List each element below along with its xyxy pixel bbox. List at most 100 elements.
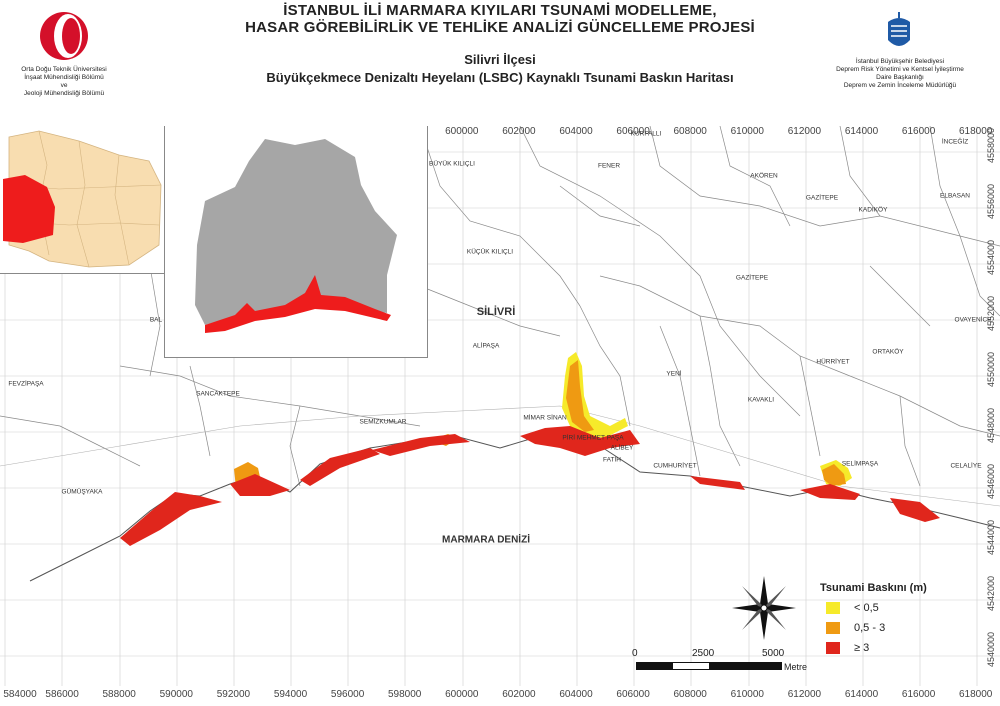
x-tick-top-label: 618000: [959, 126, 993, 137]
legend-label-mid: 0,5 - 3: [854, 622, 886, 634]
map-frame[interactable]: 600000 602000 604000 606000 608000 610000 6120…: [0, 126, 1000, 686]
map-canvas: [0, 126, 1000, 686]
right-org-logo: [882, 10, 916, 54]
left-org-line1: Orta Doğu Teknik Üniversitesi: [21, 66, 107, 73]
inset-silivri-map: [164, 126, 428, 358]
inundation-high: [120, 426, 940, 546]
right-org-line4: Deprem ve Zemin İnceleme Müdürlüğü: [843, 82, 957, 89]
place-celaliye: CELALİYE: [950, 462, 982, 470]
scale-unit: Metre: [784, 662, 808, 672]
x-tick-bottom-label: 596000: [330, 689, 365, 700]
right-org-line1: İstanbul Büyükşehir Belediyesi: [855, 58, 945, 65]
place-fatih: FATİH: [603, 456, 621, 464]
x-tick-bottom-label: 586000: [45, 689, 79, 700]
left-org-logo: [38, 10, 90, 62]
x-tick-bottom-label: 604000: [559, 689, 593, 700]
place-yeni: YENİ: [666, 370, 682, 378]
x-tick-bottom-label: 616000: [901, 689, 936, 700]
place-marmara-denizi: MARMARA DENİZİ: [442, 534, 530, 546]
y-tick-label: 4548000: [986, 408, 996, 444]
x-tick-bottom-label: 600000: [445, 689, 479, 700]
x-tick-bottom-label: 588000: [102, 689, 136, 700]
right-org-line2: Deprem Risk Yönetimi ve Kentsel İyileşti…: [836, 66, 964, 73]
x-tick-top-label: 604000: [559, 126, 593, 137]
legend: Tsunami Baskını (m) < 0,5 0,5 - 3 ≥ 3: [820, 582, 970, 672]
x-tick-bottom-label: 590000: [159, 689, 193, 700]
place-kadikoy: KADIKÖY: [858, 206, 888, 214]
roads: [0, 405, 1000, 507]
y-tick-label: 4552000: [986, 296, 996, 332]
x-tick-bottom-label: 602000: [502, 689, 536, 700]
legend-label-high: ≥ 3: [854, 642, 870, 654]
scale-bar: 0 2500 5000 Metre: [630, 646, 810, 676]
place-alipasa: ALİPAŞA: [472, 342, 500, 350]
place-kucuk-kilicli: KÜÇÜK KILIÇLI: [466, 248, 514, 256]
x-tick-top-label: 600000: [445, 126, 479, 137]
legend-title: Tsunami Baskını (m): [820, 582, 927, 594]
title-line1: İSTANBUL İLİ MARMARA KIYILARI TSUNAMİ MO…: [283, 2, 717, 19]
place-alibey: ALİBEY: [610, 444, 634, 452]
left-org-line4: Jeoloji Mühendisliği Bölümü: [23, 90, 105, 97]
legend-label-low: < 0,5: [854, 602, 879, 614]
place-silivri: SİLİVRİ: [476, 306, 516, 318]
legend-swatch-high: [826, 642, 840, 654]
place-kavakli: KAVAKLI: [747, 396, 775, 404]
place-bal: BAL: [149, 316, 163, 324]
y-tick-label: 4544000: [986, 520, 996, 556]
x-tick-top-label: 608000: [673, 126, 707, 137]
place-ortakoy: ORTAKÖY: [872, 348, 904, 356]
x-tick-bottom-label: 608000: [673, 689, 707, 700]
silivri-district-map: [195, 139, 397, 333]
legend-swatch-low: [826, 602, 840, 614]
y-tick-label: 4556000: [986, 184, 996, 220]
x-axis-bottom: 584000 586000 588000 590000 592000 594000 5960…: [0, 687, 1000, 705]
x-tick-bottom-label: 612000: [787, 689, 822, 700]
y-tick-label: 4550000: [986, 352, 996, 388]
title-line2: HASAR GÖREBİLİRLİK VE TEHLİKE ANALİZİ GÜ…: [245, 19, 755, 36]
district-title: Silivri İlçesi: [464, 52, 536, 67]
inundation-low: [562, 352, 852, 486]
y-tick-label: 4554000: [986, 240, 996, 276]
place-gazitepe-2: GAZİTEPE: [735, 274, 769, 282]
ibb-logo-icon: [888, 12, 910, 46]
place-piri-mehmet-pasa: PİRİ MEHMET PAŞA: [562, 434, 624, 442]
scale-label-5000: 5000: [762, 648, 785, 659]
right-org-line3: Daire Başkanlığı: [876, 74, 924, 81]
x-tick-bottom-label: 610000: [730, 689, 764, 700]
right-org-text: İstanbul Büyükşehir Belediyesi Deprem Ri…: [820, 58, 980, 90]
x-tick-bottom-label: 594000: [273, 689, 308, 700]
place-akoren: AKÖREN: [750, 172, 778, 180]
istanbul-province-map: [3, 130, 162, 268]
place-fevzipasa: FEVZİPAŞA: [8, 380, 44, 388]
legend-swatch-mid: [826, 622, 840, 634]
neighbourhood-boundaries: [0, 126, 1000, 487]
left-org-line3: ve: [60, 82, 68, 89]
place-hurriyet: HÜRRİYET: [816, 358, 850, 366]
place-kurfalli: KURFALLI: [630, 130, 662, 138]
y-tick-label: 4558000: [986, 128, 996, 164]
place-selimpasa: SELİMPAŞA: [841, 460, 879, 468]
x-tick-top-label: 606000: [616, 126, 650, 137]
x-tick-top-label: 616000: [901, 126, 936, 137]
y-tick-label: 4546000: [986, 464, 996, 500]
y-tick-label: 4542000: [986, 576, 996, 612]
inset-istanbul-map: [0, 126, 165, 274]
north-arrow: [730, 574, 798, 642]
x-tick-bottom-label: 614000: [844, 689, 879, 700]
odtu-logo-icon: [40, 12, 88, 60]
y-tick-label: 4540000: [986, 632, 996, 668]
scale-label-0: 0: [632, 648, 638, 659]
x-tick-top-label: 614000: [844, 126, 879, 137]
x-tick-bottom-label: 618000: [959, 689, 993, 700]
compass-icon: [732, 576, 796, 640]
place-buyuk-kilicli: BÜYÜK KILIÇLI: [429, 160, 475, 168]
scale-bar-graphic: [636, 662, 782, 670]
map-title: Büyükçekmece Denizaltı Heyelanı (LSBC) K…: [266, 70, 734, 85]
x-tick-bottom-label: 598000: [388, 689, 422, 700]
place-gumusyaka: GÜMÜŞYAKA: [61, 488, 103, 496]
left-org-line2: İnşaat Mühendisliği Bölümü: [24, 74, 104, 81]
place-mimar-sinan: MİMAR SİNAN: [523, 414, 567, 422]
place-semizkumlar: SEMİZKUMLAR: [359, 418, 407, 426]
x-tick-top-label: 602000: [502, 126, 536, 137]
x-tick-top-label: 610000: [730, 126, 764, 137]
